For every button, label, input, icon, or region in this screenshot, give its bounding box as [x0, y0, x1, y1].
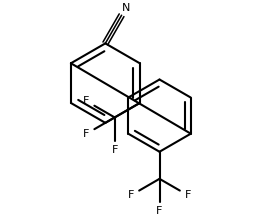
Text: F: F [112, 145, 118, 155]
Text: N: N [121, 3, 130, 13]
Text: F: F [156, 206, 163, 216]
Text: F: F [184, 190, 191, 200]
Text: F: F [83, 96, 90, 106]
Text: F: F [83, 129, 90, 139]
Text: F: F [128, 190, 135, 200]
